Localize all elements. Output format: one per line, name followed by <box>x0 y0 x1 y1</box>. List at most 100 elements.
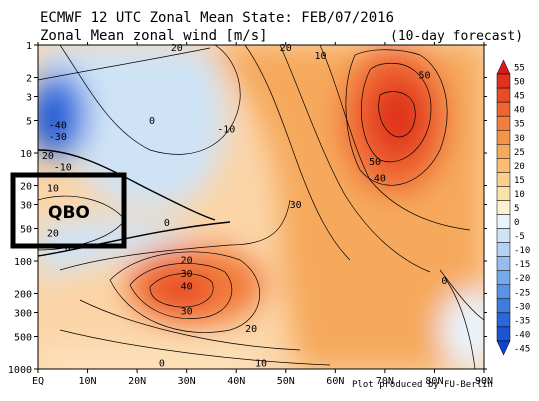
contour-label: 20 <box>42 151 54 162</box>
y-tick-label: 3 <box>26 93 32 104</box>
contour-label: 20 <box>245 324 257 335</box>
contour-label: 30 <box>181 306 193 317</box>
colorbar-swatch <box>496 59 511 75</box>
y-tick-label: 1 <box>26 41 32 52</box>
x-tick-label: 30N <box>178 376 196 387</box>
y-tick-label: 20 <box>20 182 32 193</box>
colorbar-label: -45 <box>514 344 530 354</box>
x-axis: EQ 10N 20N 30N 40N 50N 60N 70N 80N 90N <box>32 42 493 387</box>
colorbar-label: 45 <box>514 92 525 102</box>
colorbar: 5550454035302520151050-5-10-15-20-25-30-… <box>496 59 530 356</box>
colorbar-swatch <box>496 340 511 356</box>
colorbar-label: -10 <box>514 246 530 256</box>
colorbar-swatch <box>496 312 511 328</box>
forecast-note: (10-day forecast) <box>390 29 523 44</box>
x-tick-label: 40N <box>227 376 245 387</box>
colorbar-swatch <box>496 200 511 215</box>
colorbar-label: -15 <box>514 260 530 270</box>
contour-label: 0 <box>441 276 447 287</box>
x-tick-label: 50N <box>277 376 295 387</box>
colorbar-label: 25 <box>514 148 525 158</box>
y-tick-label: 100 <box>14 257 32 268</box>
contour-label: -40 <box>49 120 67 131</box>
y-tick-label: 5 <box>26 116 32 127</box>
colorbar-label: 20 <box>514 162 525 172</box>
contour-label: 40 <box>374 173 386 184</box>
contour-label: 50 <box>369 157 381 168</box>
colorbar-label: -35 <box>514 316 530 326</box>
colorbar-swatch <box>496 144 511 159</box>
contour-label: 20 <box>280 43 292 54</box>
chart-subtitle: Zonal Mean zonal wind [m/s] <box>40 28 268 44</box>
colorbar-swatch <box>496 87 511 103</box>
contour-label: 10 <box>314 51 326 62</box>
plot-credit: Plot produced by FU-Berlin <box>352 380 493 390</box>
y-tick-label: 10 <box>20 149 32 160</box>
contour-label: -10 <box>54 163 72 174</box>
y-tick-label: 2 <box>26 74 32 85</box>
colorbar-label: 30 <box>514 134 525 144</box>
colorbar-swatch <box>496 186 511 201</box>
contour-label: 0 <box>149 116 155 127</box>
colorbar-label: -40 <box>514 330 530 340</box>
x-tick-label: 20N <box>128 376 146 387</box>
contour-label: -30 <box>49 132 67 143</box>
colorbar-label: 35 <box>514 120 525 130</box>
contour-label: 0 <box>159 359 165 370</box>
colorbar-label: 40 <box>514 106 525 116</box>
y-tick-label: 200 <box>14 290 32 301</box>
colorbar-swatch <box>496 172 511 187</box>
colorbar-swatch <box>496 326 511 342</box>
contour-label: 0 <box>65 243 71 254</box>
y-tick-label: 50 <box>20 224 32 235</box>
colorbar-swatch <box>496 270 511 286</box>
contour-labels: 20 201050-40-300-1020-1050401030200020304… <box>42 43 447 370</box>
contour-label: 20 <box>171 43 183 54</box>
colorbar-swatch <box>496 298 511 314</box>
colorbar-label: -30 <box>514 302 530 312</box>
x-tick-label: 90N <box>475 376 493 387</box>
x-tick-label: EQ <box>32 376 44 387</box>
colorbar-swatch <box>496 284 511 300</box>
colorbar-label: 10 <box>514 190 525 200</box>
colorbar-label: -25 <box>514 288 530 298</box>
x-tick-label: 80N <box>425 376 443 387</box>
colorbar-swatch <box>496 256 511 271</box>
y-tick-label: 1000 <box>8 365 32 376</box>
colorbar-label: 15 <box>514 176 525 186</box>
colorbar-swatch <box>496 129 511 145</box>
contour-label: -10 <box>217 125 235 136</box>
qbo-box <box>10 172 127 249</box>
colorbar-swatch <box>496 158 511 173</box>
colorbar-swatch <box>496 115 511 131</box>
colorbar-label: -20 <box>514 274 530 284</box>
wind-field <box>38 45 484 369</box>
colorbar-label: 0 <box>514 218 519 228</box>
x-tick-label: 60N <box>326 376 344 387</box>
y-tick-label: 500 <box>14 332 32 343</box>
contour-label: 50 <box>419 71 431 82</box>
contour-label: 10 <box>47 183 59 194</box>
x-tick-label: 70N <box>376 376 394 387</box>
chart-title: ECMWF 12 UTC Zonal Mean State: FEB/07/20… <box>40 10 394 26</box>
colorbar-label: 5 <box>514 204 519 214</box>
y-tick-label: 300 <box>14 309 32 320</box>
contour-label: 10 <box>255 359 267 370</box>
plot-frame <box>37 44 485 370</box>
colorbar-label: 55 <box>514 64 525 74</box>
colorbar-swatch <box>496 73 511 89</box>
y-tick-label: 30 <box>20 201 32 212</box>
colorbar-label: -5 <box>514 232 525 242</box>
contour-label: 30 <box>181 269 193 280</box>
colorbar-swatch <box>496 214 511 229</box>
colorbar-label: 50 <box>514 78 525 88</box>
contour-label: 30 <box>290 200 302 211</box>
qbo-label: QBO <box>48 203 90 223</box>
colorbar-swatch <box>496 242 511 257</box>
colorbar-swatch <box>496 228 511 243</box>
x-tick-label: 10N <box>79 376 97 387</box>
colorbar-swatch <box>496 101 511 117</box>
contour-label: 20 <box>47 228 59 239</box>
